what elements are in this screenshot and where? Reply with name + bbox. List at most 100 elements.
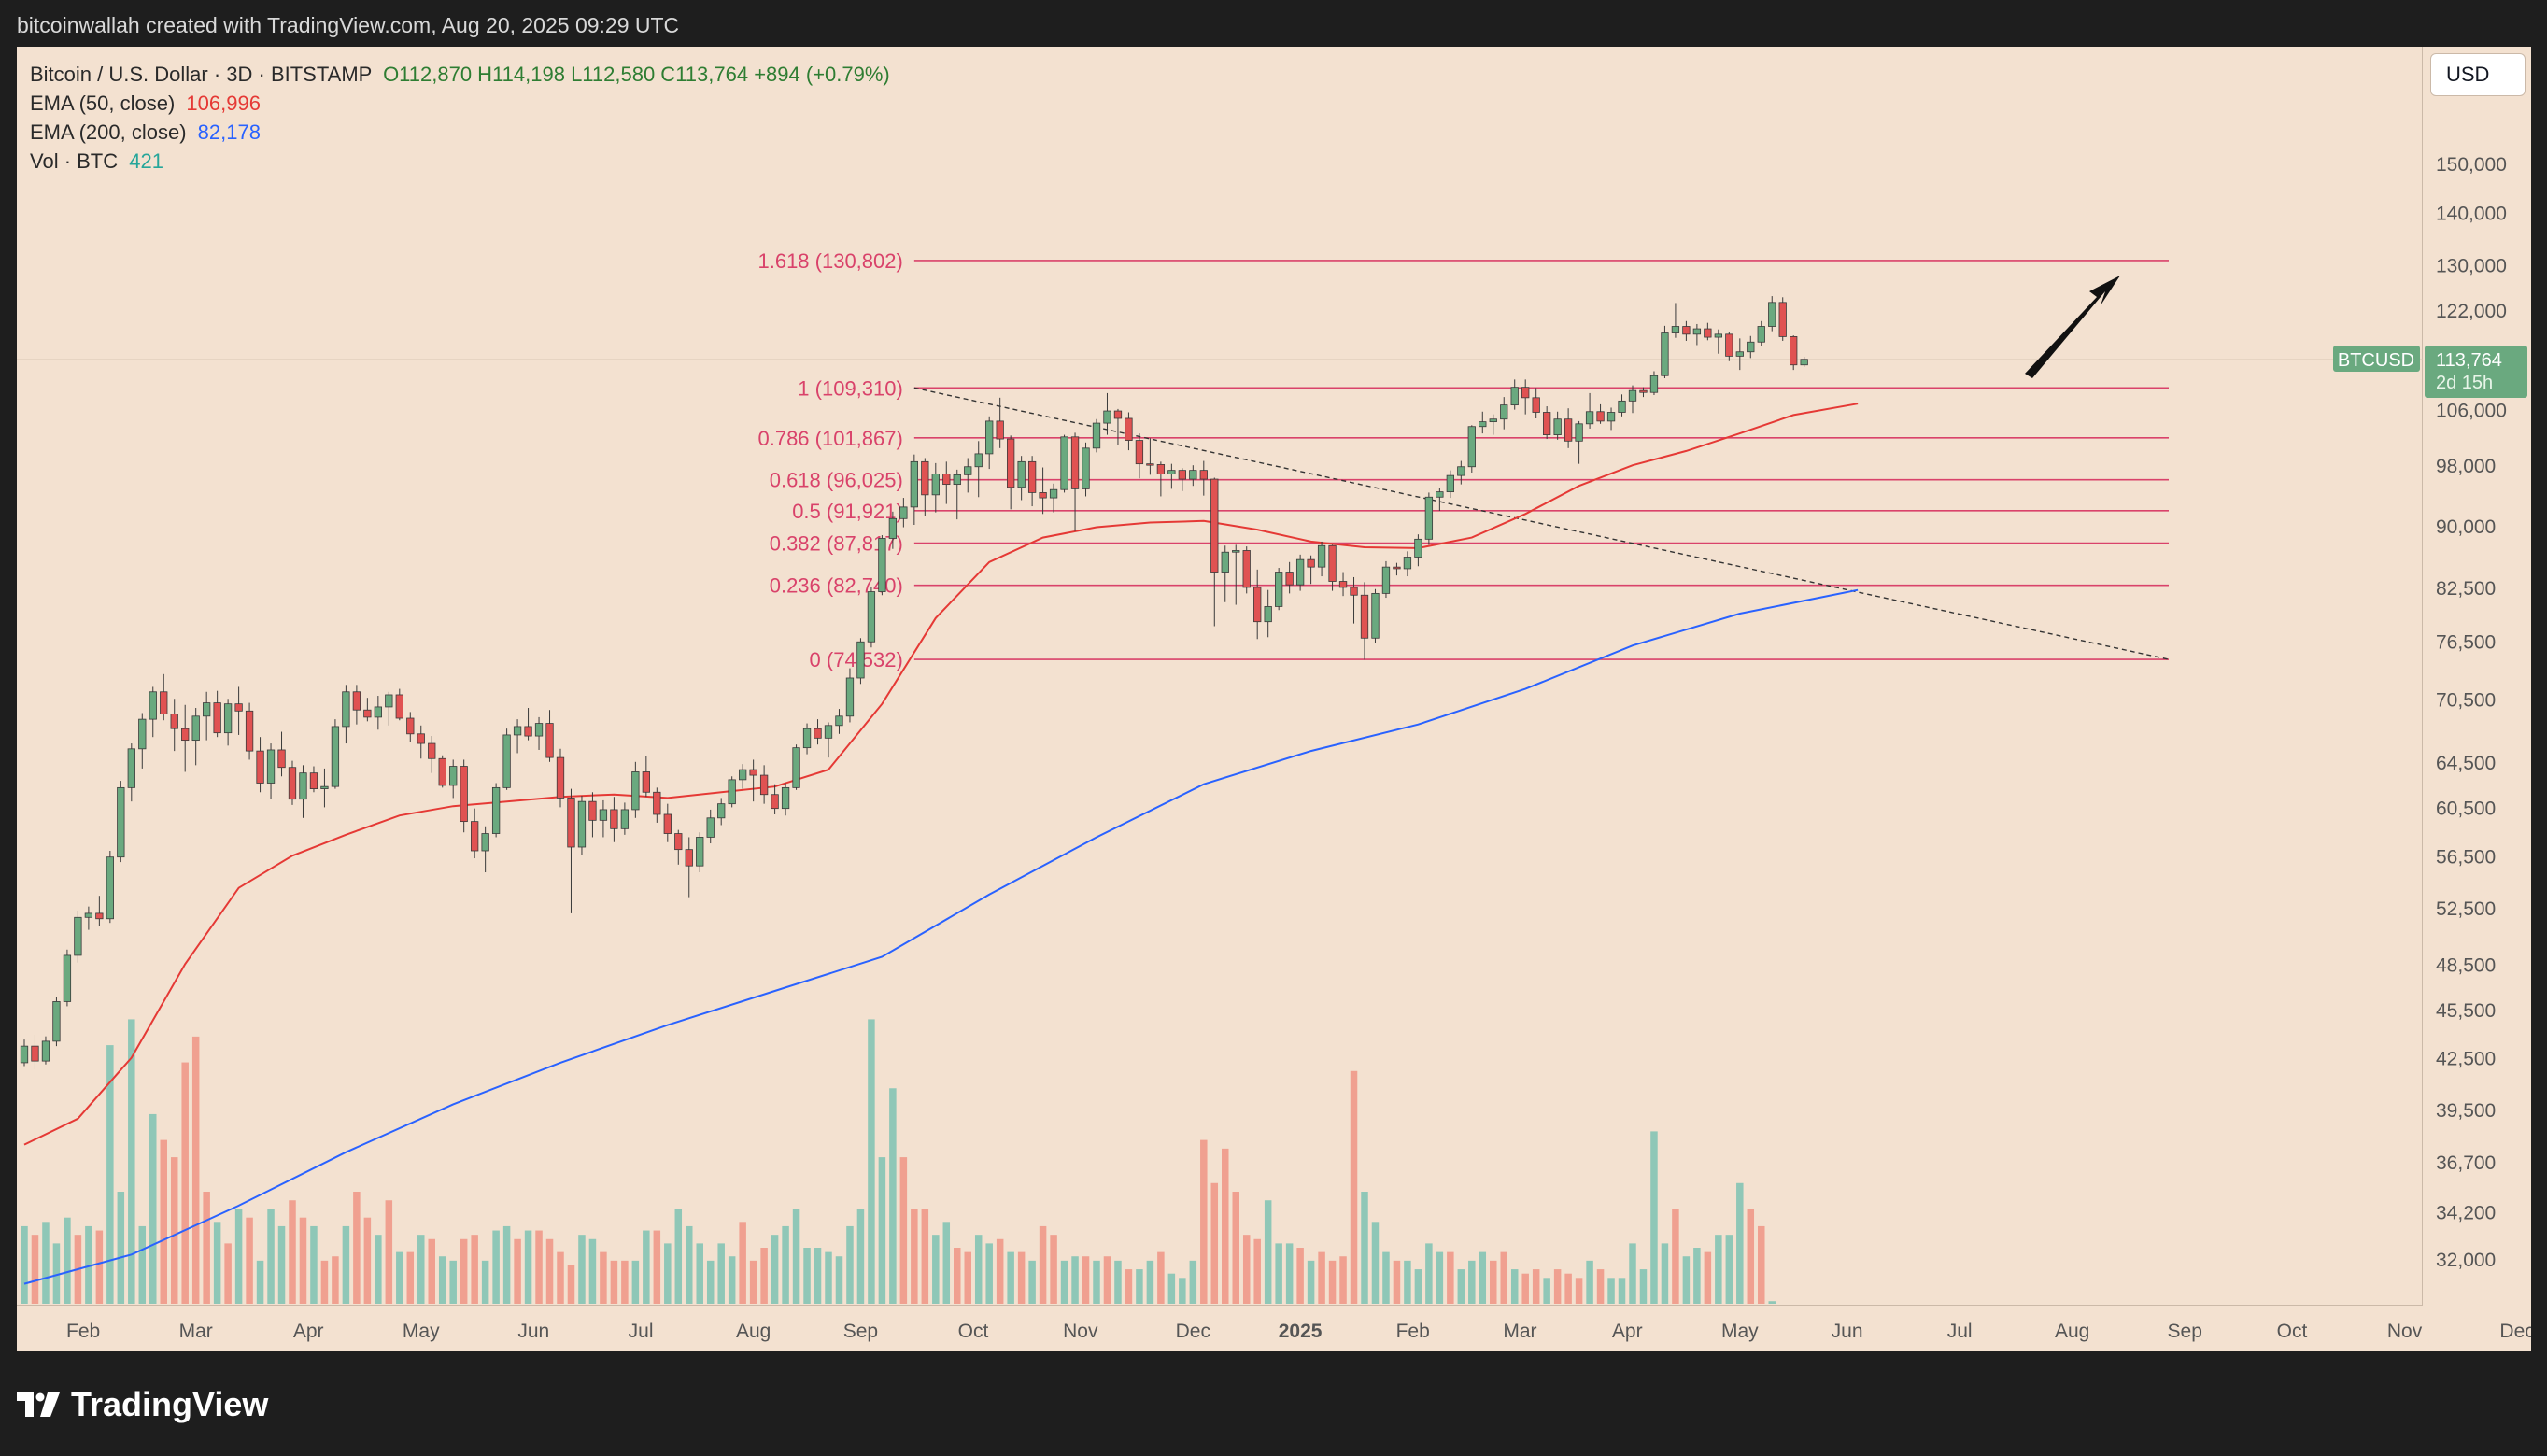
volume-bar: [1007, 1251, 1014, 1304]
candle-body: [856, 641, 865, 679]
candle-body: [1178, 470, 1186, 480]
candle-body: [1199, 470, 1208, 480]
volume-bar: [1543, 1278, 1550, 1304]
candle-body: [1264, 606, 1272, 623]
x-axis-tick-label: Oct: [958, 1321, 989, 1342]
volume-bar: [1179, 1278, 1186, 1304]
volume-bar: [1253, 1238, 1261, 1304]
volume-bar: [31, 1235, 39, 1304]
legend-ema50-row[interactable]: EMA (50, close) 106,996: [30, 89, 890, 118]
y-axis-tick-label: 52,500: [2436, 898, 2496, 920]
currency-button[interactable]: USD: [2430, 53, 2526, 96]
candle-body: [191, 715, 200, 742]
volume-bar: [85, 1225, 92, 1304]
candle-body: [996, 420, 1004, 440]
candle-body: [1027, 460, 1037, 493]
volume-bar: [621, 1260, 629, 1304]
candle-body: [138, 718, 147, 750]
plot-area[interactable]: [17, 47, 2423, 1306]
candle-body: [1564, 418, 1573, 442]
tradingview-logo-icon: [17, 1392, 60, 1417]
x-axis-tick-label: Nov: [2387, 1321, 2423, 1342]
volume-bar: [1318, 1251, 1325, 1304]
volume-bar: [1768, 1301, 1776, 1304]
volume-bar: [1060, 1260, 1068, 1304]
candle-body: [1070, 436, 1080, 489]
volume-bar: [42, 1222, 50, 1304]
volume-bar: [1618, 1278, 1626, 1304]
candle-body: [899, 506, 908, 519]
candle-body: [835, 715, 843, 727]
volume-bar: [1564, 1273, 1572, 1304]
volume-bar: [686, 1225, 693, 1304]
volume-bar: [1736, 1182, 1744, 1304]
y-axis-tick-label: 48,500: [2436, 954, 2496, 976]
volume-bar: [1500, 1251, 1507, 1304]
volume-bar: [1521, 1273, 1529, 1304]
volume-bar: [557, 1251, 564, 1304]
volume-bar: [771, 1235, 779, 1304]
price-chart[interactable]: 1.618 (130,802) 1 (109,310) 0.786 (101,867…: [17, 47, 2531, 1351]
volume-bar: [653, 1230, 661, 1304]
volume-bar: [1704, 1251, 1712, 1304]
candle-body: [417, 733, 425, 744]
volume-bar: [246, 1217, 253, 1304]
volume-bar: [1715, 1235, 1722, 1304]
legend-ema200-row[interactable]: EMA (200, close) 82,178: [30, 118, 890, 147]
candle-body: [127, 748, 135, 788]
fib-level-label: 1 (109,310): [798, 376, 903, 400]
candle-body: [1381, 566, 1391, 594]
y-axis-tick-label: 39,500: [2436, 1100, 2496, 1122]
legend-volume-row[interactable]: Vol · BTC 421: [30, 147, 890, 176]
volume-bar: [578, 1235, 586, 1304]
candle-body: [203, 702, 211, 717]
volume-bar: [52, 1243, 61, 1304]
volume-bar: [363, 1217, 372, 1304]
last-price-tag: [2425, 345, 2527, 398]
volume-bar: [1693, 1248, 1701, 1304]
volume-bar: [899, 1157, 908, 1304]
candle-body: [1156, 464, 1166, 474]
candle-body: [1747, 341, 1755, 353]
volume-bar: [1296, 1248, 1304, 1304]
candle-body: [653, 791, 661, 815]
candle-body: [1704, 328, 1712, 338]
volume-bar: [256, 1260, 264, 1304]
volume-bar: [406, 1251, 415, 1304]
volume-bar: [878, 1157, 886, 1304]
volume-bar: [814, 1248, 822, 1304]
volume-bar: [1017, 1251, 1026, 1304]
volume-bar: [932, 1235, 940, 1304]
volume-bar: [1382, 1251, 1390, 1304]
legend-symbol-row[interactable]: Bitcoin / U.S. Dollar · 3D · BITSTAMP O1…: [30, 60, 890, 89]
volume-bar: [1457, 1269, 1465, 1304]
x-axis-tick-label: Apr: [1612, 1321, 1643, 1342]
candle-body: [1543, 412, 1551, 435]
x-axis-tick-label: Feb: [1396, 1321, 1430, 1342]
trendline: [913, 387, 2170, 660]
candle-body: [845, 677, 855, 717]
candle-body: [181, 728, 190, 742]
fib-level-label: 0.618 (96,025): [770, 469, 903, 492]
candle-body: [1500, 404, 1508, 420]
candle-body: [781, 786, 790, 810]
candle-body: [631, 771, 640, 811]
volume-bar: [674, 1209, 683, 1304]
candle-body: [814, 728, 822, 739]
candle-body: [1113, 410, 1123, 419]
volume-bar: [1747, 1209, 1755, 1304]
candle-body: [1457, 466, 1465, 476]
y-axis-tick-label: 32,000: [2436, 1250, 2496, 1271]
volume-bar: [1125, 1269, 1133, 1304]
volume-bar: [267, 1209, 275, 1304]
volume-bar: [1339, 1256, 1347, 1304]
candle-body: [1232, 550, 1240, 553]
volume-bar: [835, 1256, 843, 1304]
candle-body: [567, 798, 575, 848]
tradingview-logo[interactable]: TradingView: [17, 1384, 268, 1425]
volume-bar: [911, 1209, 918, 1304]
volume-bar: [460, 1238, 468, 1304]
candle-body: [406, 717, 415, 735]
chart-credit: bitcoinwallah created with TradingView.c…: [17, 13, 680, 37]
volume-bar: [95, 1230, 104, 1304]
